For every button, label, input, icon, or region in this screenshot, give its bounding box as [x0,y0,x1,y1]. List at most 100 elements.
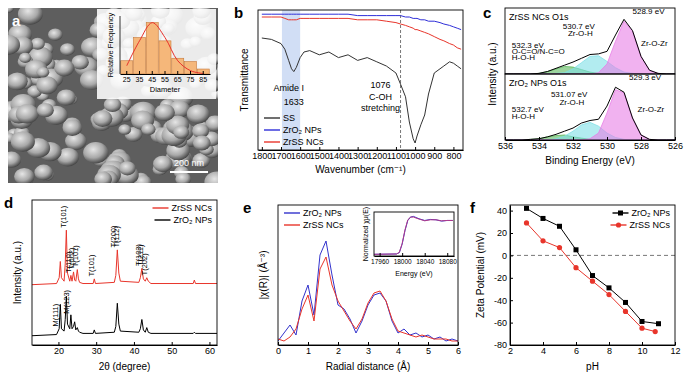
inset-background [97,9,216,99]
sem-particle [48,29,63,41]
legend-entry: ZrO₂ NPs [284,208,342,218]
tick-mark [576,342,577,345]
legend-entry: ZrO₂ NPs [264,125,322,135]
sem-particle [141,123,155,135]
tick-mark [319,147,320,150]
x-axis-title: pH [586,361,599,372]
tick-label: 534 [532,141,547,151]
plot-area [510,206,675,334]
annotation: 1076 [371,80,391,90]
tick: 5 [426,342,431,356]
legend-marker [618,211,623,216]
annotation: T(101) [87,254,96,277]
marker [606,292,611,297]
legend-label: ZrO₂ NPs [303,208,342,218]
sem-particle [155,104,175,121]
sem-particle [14,168,34,183]
x-axis-title: Energy (eV) [395,270,432,278]
sem-particle [153,156,173,173]
marker [623,300,628,305]
tick: 6 [456,342,461,356]
tick-label: 4 [396,346,401,356]
marker [607,285,612,290]
marker [557,224,562,229]
legend-label: ZrSS NCs [630,220,671,230]
tick-mark [203,71,204,74]
sem-particle [8,35,20,55]
tick-label: -60 [494,318,507,328]
frame [505,74,675,140]
panel: 0123456Radial distance (Å)|χ(R)| (Å⁻³)e [243,199,461,372]
tick-mark [396,147,397,150]
axis: 2030405060 [33,342,218,356]
sem-particle [37,67,50,78]
annotation: T(101) [71,245,80,268]
tick-mark [172,342,173,345]
tick-mark [510,323,513,324]
tick-mark [96,342,97,345]
frame [278,205,458,345]
legend-label: ZrSS NCs [283,137,324,147]
legend-swatch [155,219,171,220]
annotation: Zr-O-H [568,29,593,38]
area [505,122,675,140]
legend-label: SS [283,113,295,123]
tick: 55 [161,71,169,83]
annotation: H-O-H [512,53,535,62]
legend: SS ZrO₂ NPs ZrSS NCs [264,113,324,147]
tick-mark [368,342,369,345]
tick-label: 75 [187,76,195,83]
annotation: M(123) [62,289,71,313]
sem-particle [175,172,191,183]
tick-label: 12 [670,346,680,356]
marker [573,265,578,270]
panel: 1800170016001500140013001200110010009008… [234,4,464,175]
tick-mark [134,342,135,345]
plot-area [505,19,675,74]
tick: 12 [670,342,680,356]
tick-label: 1300 [348,151,368,161]
marker [524,220,529,225]
tick: 4 [396,342,401,356]
tick-label: 1 [306,346,311,356]
legend-swatch [284,212,300,213]
tick-label: 4 [541,346,546,356]
tick-label: 55 [161,76,169,83]
x-axis-title: Diameter [150,85,181,94]
annotation: 528.9 eV [633,7,666,16]
marker [640,319,645,324]
tick-mark [505,137,506,140]
tick-mark [447,253,448,256]
tick-label: 1100 [387,151,406,161]
legend: ZrSS NCsZrO₂ NPs [153,203,213,225]
legend-swatch [284,224,300,225]
marker [590,273,595,278]
tick-label: 1700 [271,151,291,161]
legend-entry: ZrO₂ NPs [155,215,213,225]
tick: 60 [205,342,215,356]
tick-label: 3 [366,346,371,356]
tick-mark [675,342,676,345]
axis: 17960180001804018080 [371,253,457,265]
frame [505,8,675,74]
axis-line [510,206,511,346]
tick-label: 18080 [439,258,457,265]
sem-particle [34,165,53,181]
panel: 17960180001804018080Energy (eV)Normalize… [362,207,457,278]
tick-mark [402,253,403,256]
annotation: T(112) [112,226,121,248]
legend-entry: ZrO₂ NPs [613,208,671,218]
panel-label: f [470,199,476,216]
sem-particle [187,104,210,123]
y-axis-title: Transmittance [239,48,250,111]
plot-area [505,87,675,140]
reference-line [400,10,401,150]
axis-line [120,16,121,74]
legend-swatch [264,141,280,142]
panel: 20304050602θ (degree)Intensity (a.u.)dT(… [4,194,218,372]
legend-entry: ZrSS NCs [611,220,671,230]
tick-mark [434,147,435,150]
bar [121,61,133,74]
tick-mark [510,255,513,256]
plot-area [32,230,217,336]
